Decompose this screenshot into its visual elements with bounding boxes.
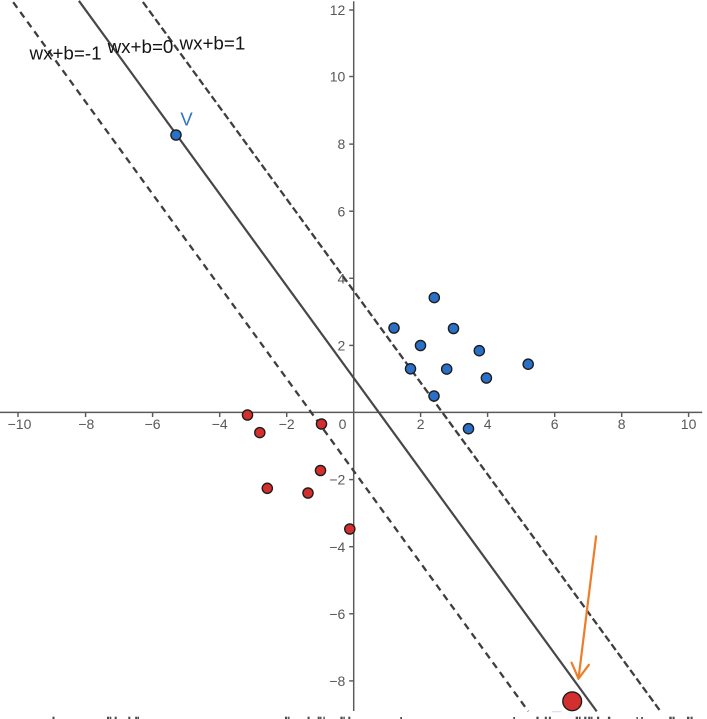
svg-text:2: 2	[417, 416, 425, 432]
svg-text:−4: −4	[329, 539, 345, 555]
svg-text:−4: −4	[212, 416, 228, 432]
svg-text:−6: −6	[145, 416, 161, 432]
svg-text:2: 2	[338, 338, 346, 354]
svg-text:10: 10	[330, 69, 346, 85]
svg-text:−10: −10	[8, 416, 32, 432]
svg-text:6: 6	[338, 203, 346, 219]
svg-text:10: 10	[681, 416, 697, 432]
svg-text:wx+b=-1: wx+b=-1	[29, 43, 102, 64]
svg-text:4: 4	[338, 270, 346, 286]
svg-text:V: V	[180, 108, 193, 129]
svg-text:8: 8	[618, 416, 626, 432]
svg-text:0: 0	[339, 416, 347, 432]
svg-text:−8: −8	[329, 673, 345, 689]
svg-text:12: 12	[330, 2, 346, 18]
svg-text:8: 8	[338, 136, 346, 152]
svg-text:−2: −2	[329, 472, 345, 488]
svg-text:−2: −2	[279, 416, 295, 432]
svg-text:wx+b=0: wx+b=0	[107, 36, 174, 57]
svg-text:wx+b=1: wx+b=1	[179, 33, 246, 54]
svg-text:−8: −8	[78, 416, 94, 432]
svg-text:−6: −6	[329, 606, 345, 622]
svg-text:4: 4	[484, 416, 492, 432]
svg-text:6: 6	[551, 416, 559, 432]
